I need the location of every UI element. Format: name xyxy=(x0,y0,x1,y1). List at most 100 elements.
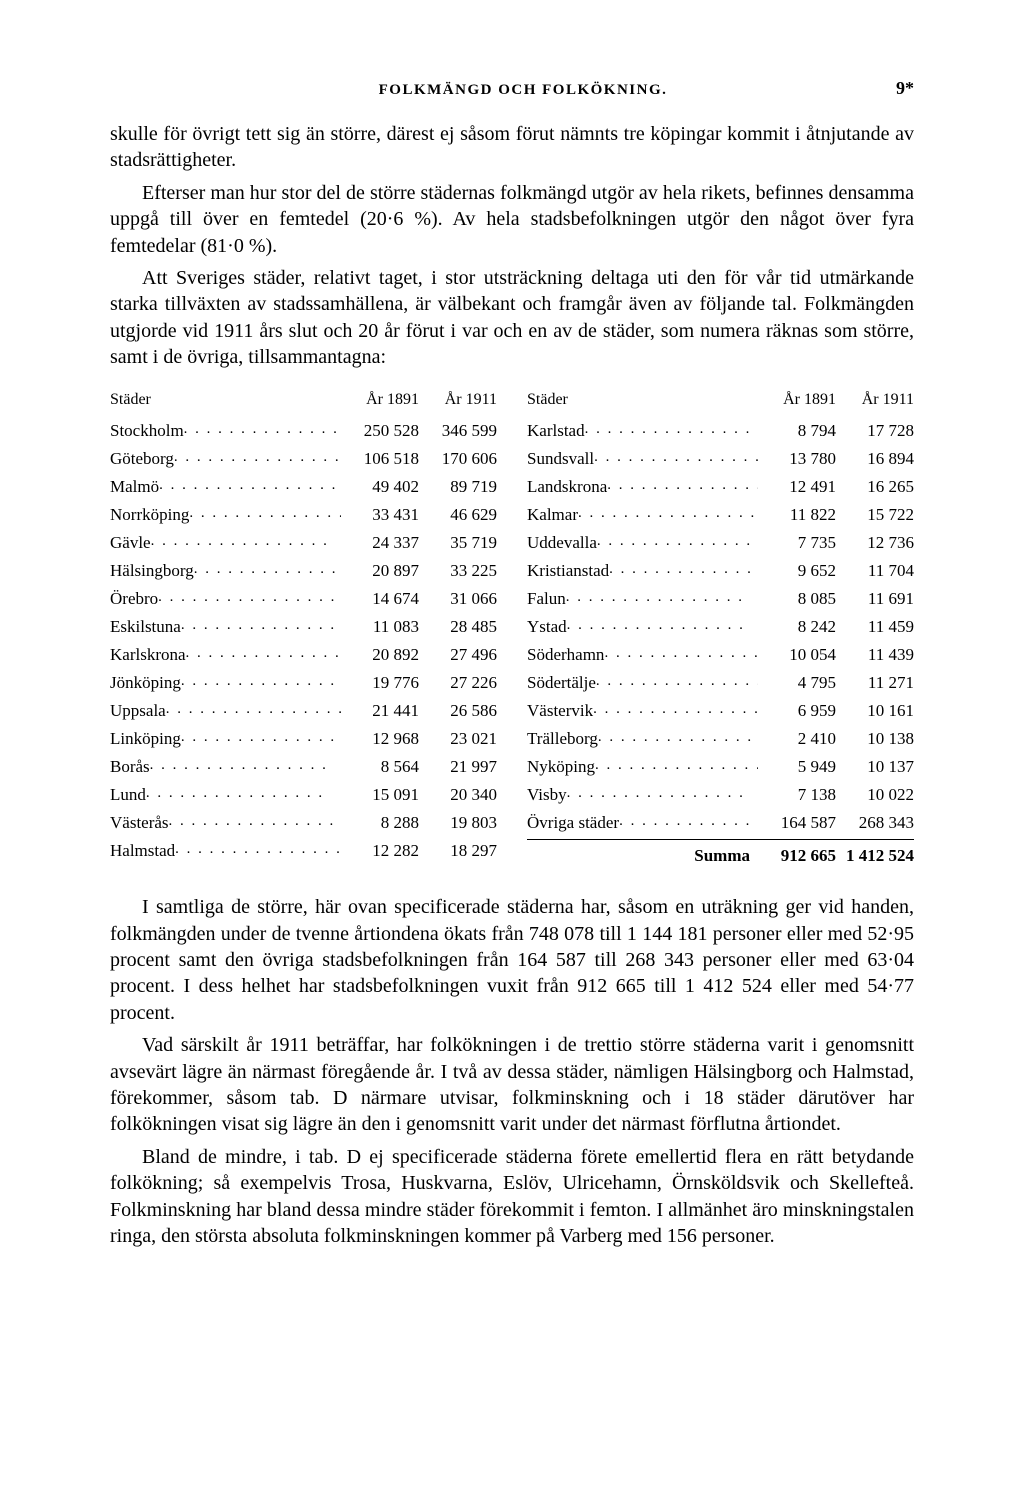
table-row: Söderhamn10 05411 439 xyxy=(527,641,914,669)
table-row: Malmö49 40289 719 xyxy=(110,473,497,501)
table-row: Eskilstuna11 08328 485 xyxy=(110,613,497,641)
value-1911: 268 343 xyxy=(836,809,914,837)
table-row: Karlskrona20 89227 496 xyxy=(110,641,497,669)
value-1911: 26 586 xyxy=(419,697,497,725)
city-name: Kalmar xyxy=(527,501,758,529)
col-1891: År 1891 xyxy=(758,391,836,409)
table-row: Visby7 13810 022 xyxy=(527,781,914,809)
table-row: Hälsingborg20 89733 225 xyxy=(110,557,497,585)
value-1911: 18 297 xyxy=(419,837,497,865)
value-1911: 10 137 xyxy=(836,753,914,781)
table-row: Linköping12 96823 021 xyxy=(110,725,497,753)
value-1911: 46 629 xyxy=(419,501,497,529)
city-name: Landskrona xyxy=(527,473,758,501)
value-1911: 10 022 xyxy=(836,781,914,809)
value-1911: 170 606 xyxy=(419,445,497,473)
value-1911: 16 894 xyxy=(836,445,914,473)
table-row: Västerås8 28819 803 xyxy=(110,809,497,837)
value-1911: 27 226 xyxy=(419,669,497,697)
city-name: Karlskrona xyxy=(110,641,341,669)
value-1891: 9 652 xyxy=(758,557,836,585)
paragraph-5: Vad särskilt år 1911 beträffar, har folk… xyxy=(110,1032,914,1138)
value-1891: 15 091 xyxy=(341,781,419,809)
city-name: Uppsala xyxy=(110,697,341,725)
city-name: Hälsingborg xyxy=(110,557,341,585)
city-name: Södertälje xyxy=(527,669,758,697)
city-name: Söderhamn xyxy=(527,641,758,669)
city-name: Ystad xyxy=(527,613,758,641)
table-row: Ystad8 24211 459 xyxy=(527,613,914,641)
city-name: Visby xyxy=(527,781,758,809)
value-1891: 8 242 xyxy=(758,613,836,641)
value-1891: 8 794 xyxy=(758,417,836,445)
value-1911: 11 691 xyxy=(836,585,914,613)
value-1911: 346 599 xyxy=(419,417,497,445)
value-1911: 10 161 xyxy=(836,697,914,725)
value-1891: 12 282 xyxy=(341,837,419,865)
city-name: Örebro xyxy=(110,585,341,613)
table-row: Övriga städer164 587268 343 xyxy=(527,809,914,837)
paragraph-2: Efterser man hur stor del de större städ… xyxy=(110,180,914,259)
value-1891: 11 822 xyxy=(758,501,836,529)
table-row: Falun8 08511 691 xyxy=(527,585,914,613)
value-1891: 20 897 xyxy=(341,557,419,585)
city-name: Gävle xyxy=(110,529,341,557)
table-row: Nyköping5 94910 137 xyxy=(527,753,914,781)
city-name: Halmstad xyxy=(110,837,341,865)
page-header: FOLKMÄNGD OCH FOLKÖKNING. 9* xyxy=(110,78,914,99)
city-name: Uddevalla xyxy=(527,529,758,557)
table-row: Uddevalla7 73512 736 xyxy=(527,529,914,557)
table-left-column: Städer År 1891 År 1911 Stockholm250 5283… xyxy=(110,391,497,871)
value-1911: 28 485 xyxy=(419,613,497,641)
value-1911: 12 736 xyxy=(836,529,914,557)
table-row: Jönköping19 77627 226 xyxy=(110,669,497,697)
table-row: Sundsvall13 78016 894 xyxy=(527,445,914,473)
value-1891: 12 968 xyxy=(341,725,419,753)
col-1911: År 1911 xyxy=(419,391,497,409)
table-row: Lund15 09120 340 xyxy=(110,781,497,809)
col-city: Städer xyxy=(527,391,758,409)
city-name: Västervik xyxy=(527,697,758,725)
city-name: Borås xyxy=(110,753,341,781)
table-row: Kristianstad9 65211 704 xyxy=(527,557,914,585)
city-name: Linköping xyxy=(110,725,341,753)
paragraph-6: Bland de mindre, i tab. D ej specificera… xyxy=(110,1144,914,1250)
city-name: Övriga städer xyxy=(527,809,758,837)
city-name: Sundsvall xyxy=(527,445,758,473)
table-row: Landskrona12 49116 265 xyxy=(527,473,914,501)
page: FOLKMÄNGD OCH FOLKÖKNING. 9* skulle för … xyxy=(0,0,1024,1485)
table-row: Norrköping33 43146 629 xyxy=(110,501,497,529)
value-1891: 49 402 xyxy=(341,473,419,501)
value-1911: 10 138 xyxy=(836,725,914,753)
table-row: Göteborg106 518170 606 xyxy=(110,445,497,473)
value-1891: 12 491 xyxy=(758,473,836,501)
paragraph-4: I samtliga de större, här ovan specifice… xyxy=(110,894,914,1026)
value-1911: 11 459 xyxy=(836,613,914,641)
table-row: Uppsala21 44126 586 xyxy=(110,697,497,725)
summa-label: Summa xyxy=(527,842,758,870)
city-name: Kristianstad xyxy=(527,557,758,585)
value-1891: 6 959 xyxy=(758,697,836,725)
col-1891: År 1891 xyxy=(341,391,419,409)
population-table: Städer År 1891 År 1911 Stockholm250 5283… xyxy=(110,391,914,871)
city-name: Stockholm xyxy=(110,417,341,445)
value-1891: 11 083 xyxy=(341,613,419,641)
city-name: Lund xyxy=(110,781,341,809)
summa-1891: 912 665 xyxy=(758,842,836,870)
city-name: Karlstad xyxy=(527,417,758,445)
value-1911: 31 066 xyxy=(419,585,497,613)
table-row: Karlstad8 79417 728 xyxy=(527,417,914,445)
paragraph-3: Att Sveriges städer, relativt taget, i s… xyxy=(110,265,914,371)
value-1911: 11 271 xyxy=(836,669,914,697)
table-header-left: Städer År 1891 År 1911 xyxy=(110,391,497,409)
value-1891: 33 431 xyxy=(341,501,419,529)
summa-1911: 1 412 524 xyxy=(836,842,914,870)
table-row: Stockholm250 528346 599 xyxy=(110,417,497,445)
table-row: Halmstad12 28218 297 xyxy=(110,837,497,865)
city-name: Jönköping xyxy=(110,669,341,697)
value-1911: 89 719 xyxy=(419,473,497,501)
city-name: Nyköping xyxy=(527,753,758,781)
value-1891: 10 054 xyxy=(758,641,836,669)
city-name: Trälleborg xyxy=(527,725,758,753)
value-1891: 7 138 xyxy=(758,781,836,809)
